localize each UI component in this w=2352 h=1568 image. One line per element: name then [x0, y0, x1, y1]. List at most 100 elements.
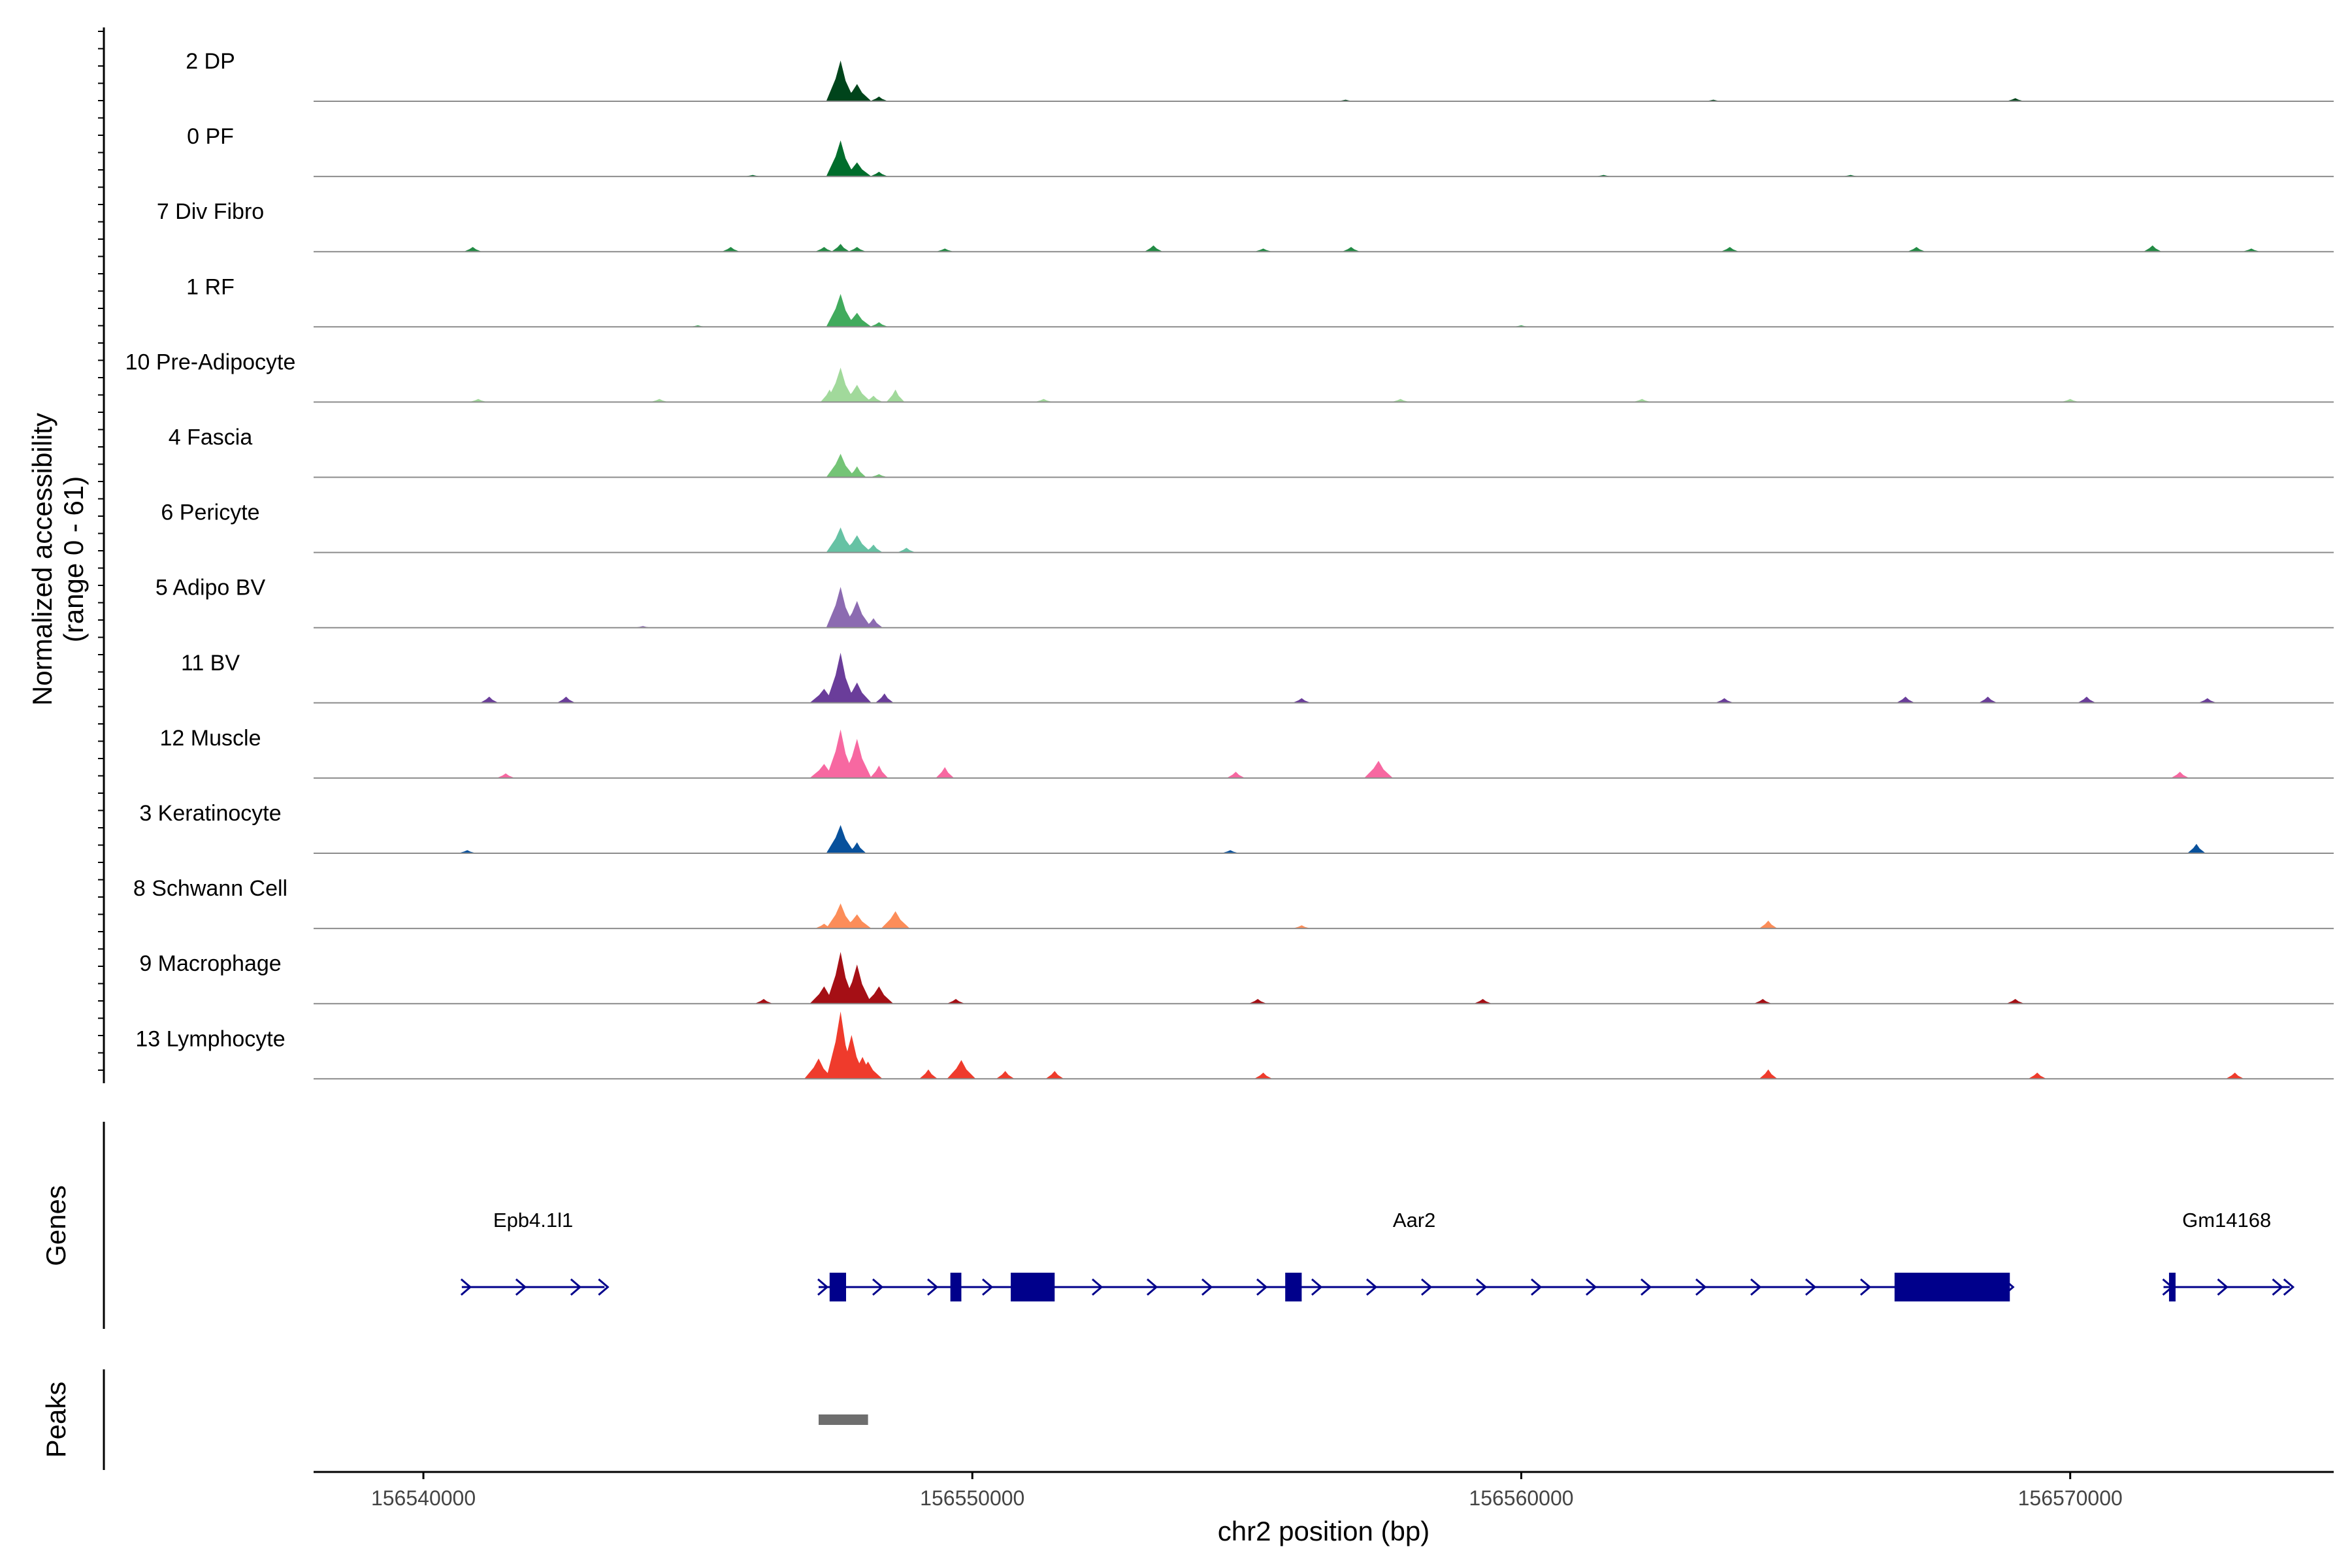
track-label: 6 Pericyte — [161, 500, 259, 525]
track-13: 9 Macrophage — [139, 951, 2334, 1005]
accessibility-peak — [1226, 772, 1245, 778]
accessibility-peak — [826, 653, 855, 703]
strand-arrow-icon — [570, 1278, 582, 1296]
accessibility-peak — [848, 1056, 877, 1079]
accessibility-peak — [1473, 999, 1492, 1004]
coverage-y-label-line1: Normalized accessibility — [27, 413, 57, 706]
x-tick-label: 156550000 — [920, 1486, 1024, 1510]
accessibility-peak — [864, 986, 894, 1004]
strand-arrow-icon — [1586, 1278, 1597, 1296]
gene-exon — [1285, 1273, 1302, 1301]
track-label: 4 Fascia — [169, 425, 253, 450]
accessibility-peak — [809, 689, 839, 703]
accessibility-peak — [2225, 1072, 2244, 1079]
accessibility-peak — [826, 140, 855, 177]
accessibility-peak — [881, 911, 910, 929]
accessibility-peak — [842, 914, 872, 929]
accessibility-peak — [826, 293, 855, 327]
track-label: 0 PF — [187, 124, 234, 149]
track-label: 9 Macrophage — [139, 951, 281, 976]
accessibility-peak — [2006, 999, 2025, 1004]
accessibility-peak — [864, 544, 883, 553]
accessibility-peak — [1249, 999, 1267, 1004]
strand-arrow-icon — [1147, 1278, 1158, 1296]
accessibility-peak — [826, 527, 855, 553]
track-3: 7 Div Fibro — [157, 199, 2334, 253]
track-label: 12 Muscle — [160, 726, 261, 751]
track-5: 10 Pre-Adipocyte — [125, 350, 2334, 403]
accessibility-peak — [842, 162, 872, 177]
gene-label: Aar2 — [1393, 1209, 1435, 1232]
accessibility-peak — [870, 96, 889, 101]
accessibility-peak — [870, 171, 889, 177]
accessibility-peak — [721, 247, 740, 252]
accessibility-peak — [463, 247, 482, 252]
gene-exon — [829, 1273, 847, 1301]
accessibility-peak — [497, 773, 515, 778]
gene-exon — [1894, 1273, 2010, 1301]
strand-arrow-icon — [1311, 1278, 1323, 1296]
strand-arrow-icon — [1092, 1278, 1103, 1296]
strand-arrow-icon — [2283, 1278, 2295, 1296]
strand-arrow-icon — [1366, 1278, 1378, 1296]
coverage-tracks: 2 DP 0 PF 7 Div Fibro 1 RF 10 Pre-Adipocyte 4… — [125, 49, 2334, 1080]
accessibility-peak — [1144, 245, 1163, 252]
strand-arrow-icon — [1421, 1278, 1433, 1296]
accessibility-peak — [1754, 999, 1772, 1004]
peak-region-bar — [819, 1414, 868, 1425]
accessibility-peak — [1364, 760, 1394, 778]
accessibility-peak — [947, 999, 966, 1004]
accessibility-peak — [2187, 843, 2206, 853]
strand-arrow-icon — [982, 1278, 994, 1296]
accessibility-peak — [847, 247, 866, 252]
accessibility-peak — [815, 923, 834, 929]
accessibility-peak — [842, 964, 872, 1004]
accessibility-peak — [1391, 399, 1410, 402]
track-label: 1 RF — [186, 274, 235, 299]
accessibility-peak — [2143, 245, 2162, 252]
accessibility-peak — [842, 385, 872, 402]
accessibility-peak — [2028, 1072, 2047, 1079]
x-tick-label: 156570000 — [2018, 1486, 2123, 1510]
gene-gm14168: Gm14168 — [2162, 1209, 2295, 1301]
strand-arrow-icon — [1641, 1278, 1652, 1296]
strand-arrow-icon — [2217, 1278, 2229, 1296]
accessibility-peak — [947, 1060, 976, 1079]
accessibility-peak — [1715, 698, 1734, 703]
track-6: 4 Fascia — [169, 425, 2334, 478]
track-4: 1 RF — [186, 274, 2334, 328]
gene-exon — [950, 1273, 962, 1301]
strand-arrow-icon — [1201, 1278, 1213, 1296]
strand-arrow-icon — [1860, 1278, 1872, 1296]
accessibility-peak — [2170, 772, 2189, 778]
accessibility-peak — [864, 395, 883, 402]
genes-panel-title: Genes — [41, 1185, 71, 1266]
coverage-y-label-line2: (range 0 - 61) — [58, 476, 89, 642]
peak-regions — [819, 1414, 868, 1425]
strand-arrow-icon — [817, 1278, 829, 1296]
gene-exon — [1011, 1273, 1055, 1301]
track-1: 2 DP — [186, 49, 2334, 102]
gene-label: Epb4.1l1 — [493, 1209, 573, 1232]
accessibility-peak — [1896, 696, 1915, 703]
track-label: 3 Keratinocyte — [139, 801, 281, 826]
accessibility-peak — [2061, 399, 2080, 402]
accessibility-peak — [1720, 247, 1739, 252]
accessibility-peak — [2198, 698, 2217, 703]
strand-arrow-icon — [1750, 1278, 1762, 1296]
strand-arrow-icon — [460, 1278, 472, 1296]
gene-epb4-1l1: Epb4.1l1 — [460, 1209, 610, 1296]
accessibility-peak — [826, 453, 855, 478]
accessibility-peak — [480, 696, 498, 703]
x-tick-label: 156560000 — [1469, 1486, 1573, 1510]
strand-arrow-icon — [1531, 1278, 1543, 1296]
track-14: 13 Lymphocyte — [135, 1011, 2334, 1080]
accessibility-peak — [996, 1071, 1015, 1079]
accessibility-peak — [2006, 98, 2025, 101]
accessibility-peak — [1221, 850, 1240, 853]
accessibility-peak — [1034, 399, 1053, 402]
strand-arrow-icon — [1256, 1278, 1268, 1296]
x-tick-label: 156540000 — [371, 1486, 476, 1510]
strand-arrow-icon — [927, 1278, 939, 1296]
